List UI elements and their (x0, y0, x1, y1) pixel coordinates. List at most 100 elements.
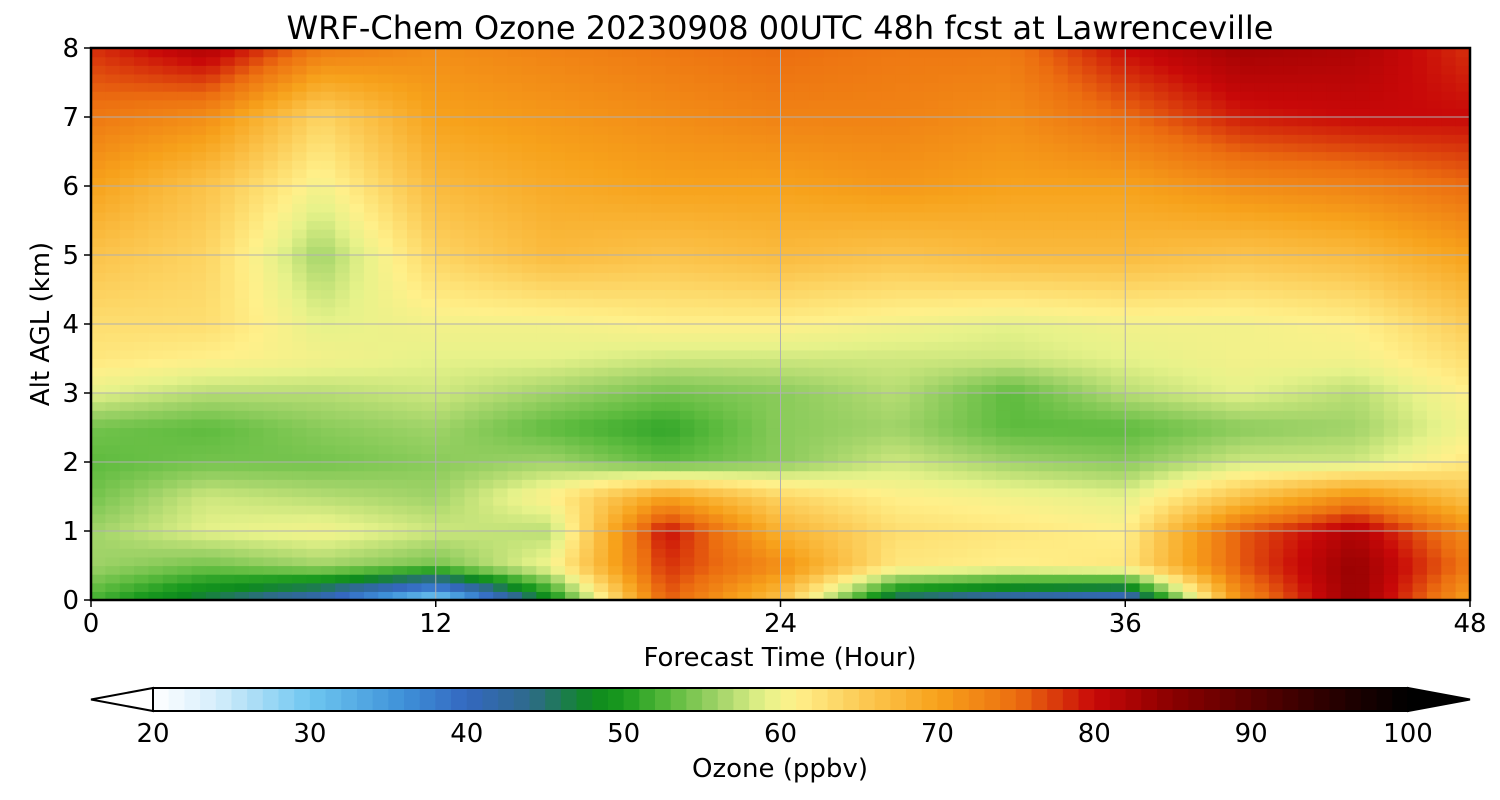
heatmap-cell (1211, 548, 1227, 558)
heatmap-cell (579, 160, 595, 170)
heatmap-cell (306, 418, 322, 429)
heatmap-cell (1297, 151, 1313, 161)
heatmap-cell (134, 479, 150, 489)
heatmap-cell (1297, 548, 1313, 558)
heatmap-cell (1211, 246, 1227, 256)
heatmap-cell (335, 393, 351, 403)
heatmap-cell (737, 306, 753, 316)
heatmap-cell (1053, 444, 1069, 454)
heatmap-cell (1125, 591, 1141, 601)
heatmap-cell (1355, 496, 1371, 506)
heatmap-cell (751, 211, 767, 222)
heatmap-cell (1067, 393, 1083, 403)
heatmap-cell (1398, 280, 1414, 291)
heatmap-cell (593, 410, 609, 420)
heatmap-cell (1283, 246, 1299, 256)
heatmap-cell (1398, 289, 1414, 299)
heatmap-cell (938, 574, 954, 584)
heatmap-cell (191, 591, 207, 601)
heatmap-cell (1225, 272, 1241, 282)
heatmap-cell (1039, 565, 1055, 575)
heatmap-cell (220, 401, 236, 411)
heatmap-cell (119, 246, 135, 256)
heatmap-cell (1053, 496, 1069, 506)
heatmap-cell (995, 384, 1011, 394)
heatmap-cell (1426, 401, 1442, 411)
heatmap-cell (435, 470, 451, 480)
heatmap-cell (277, 211, 293, 222)
heatmap-cell (1455, 487, 1471, 498)
heatmap-cell (407, 358, 422, 368)
heatmap-cell (450, 539, 466, 549)
heatmap-cell (507, 453, 523, 463)
heatmap-cell (723, 522, 738, 532)
heatmap-cell (1024, 427, 1040, 437)
heatmap-cell (536, 531, 552, 541)
heatmap-cell (292, 487, 308, 498)
heatmap-cell (866, 531, 882, 541)
heatmap-cell (1010, 556, 1026, 567)
heatmap-cell (1225, 151, 1241, 161)
heatmap-cell (1340, 349, 1356, 360)
heatmap-cell (1096, 263, 1112, 273)
heatmap-cell (191, 280, 207, 291)
heatmap-cell (823, 496, 839, 506)
heatmap-cell (909, 272, 925, 282)
heatmap-cell (249, 255, 264, 265)
heatmap-cell (866, 237, 882, 247)
heatmap-cell (1311, 203, 1327, 213)
heatmap-cell (349, 505, 365, 515)
heatmap-cell (1412, 220, 1428, 230)
heatmap-cell (622, 211, 638, 222)
heatmap-cell (909, 487, 925, 498)
heatmap-cell (723, 306, 738, 316)
heatmap-cell (579, 496, 595, 506)
heatmap-cell (636, 255, 652, 265)
heatmap-cell (234, 306, 250, 316)
heatmap-cell (823, 203, 839, 213)
heatmap-cell (1153, 220, 1169, 230)
heatmap-cell (1369, 246, 1385, 256)
heatmap-cell (191, 341, 207, 351)
heatmap-cell (421, 591, 437, 601)
heatmap-cell (809, 393, 825, 403)
heatmap-cell (205, 444, 221, 454)
heatmap-cell (895, 401, 911, 411)
heatmap-cell (263, 444, 279, 454)
heatmap-cell (220, 272, 236, 282)
heatmap-cell (823, 574, 839, 584)
heatmap-cell (1139, 505, 1155, 515)
heatmap-cell (1426, 513, 1442, 523)
heatmap-cell (234, 151, 250, 161)
heatmap-cell (320, 582, 336, 592)
heatmap-cell (780, 384, 796, 394)
heatmap-cell (952, 384, 968, 394)
heatmap-cell (708, 401, 724, 411)
heatmap-cell (421, 168, 437, 178)
heatmap-cell (1125, 160, 1141, 170)
heatmap-cell (751, 539, 767, 549)
heatmap-cell (1153, 229, 1169, 239)
heatmap-cell (507, 280, 523, 291)
heatmap-cell (148, 246, 164, 256)
heatmap-cell (723, 229, 738, 239)
heatmap-cell (320, 367, 336, 377)
heatmap-cell (1024, 289, 1040, 299)
heatmap-cell (1426, 487, 1442, 498)
heatmap-cell (866, 393, 882, 403)
heatmap-cell (1311, 401, 1327, 411)
heatmap-cell (809, 168, 825, 178)
heatmap-cell (263, 255, 279, 265)
heatmap-cell (766, 272, 782, 282)
heatmap-cell (478, 280, 494, 291)
heatmap-cell (162, 462, 178, 472)
heatmap-cell (651, 160, 667, 170)
heatmap-cell (1441, 418, 1457, 429)
heatmap-cell (148, 513, 164, 523)
heatmap-cell (407, 332, 422, 342)
heatmap-cell (1455, 367, 1471, 377)
heatmap-cell (1110, 487, 1126, 498)
heatmap-cell (1383, 462, 1399, 472)
heatmap-cell (1326, 168, 1342, 178)
heatmap-cell (1297, 427, 1313, 437)
